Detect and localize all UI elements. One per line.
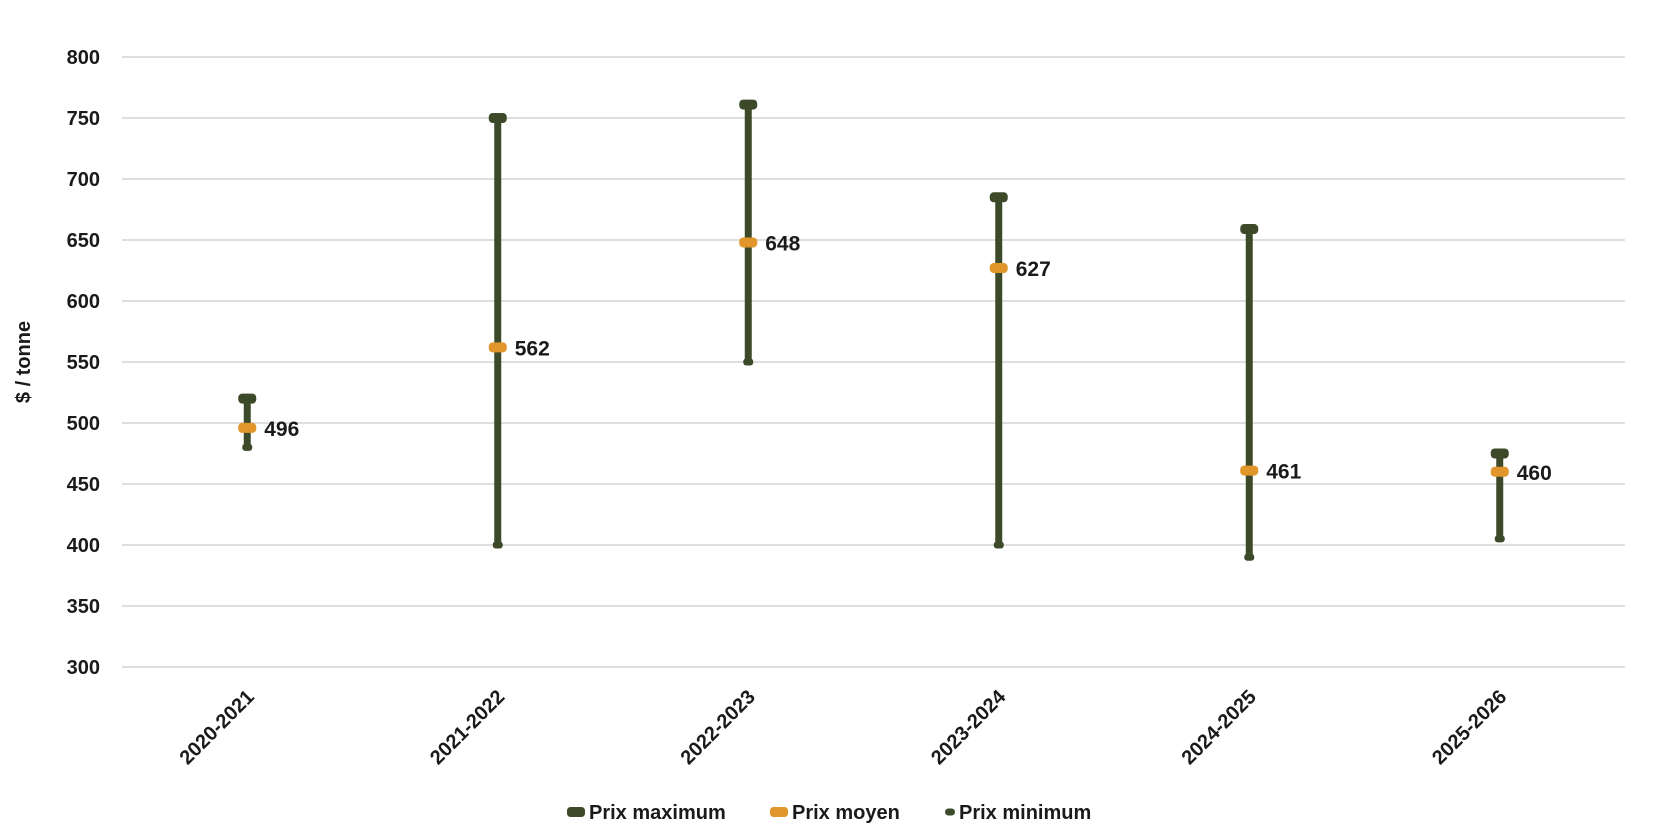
min-marker: [1244, 553, 1255, 561]
legend-label: Prix moyen: [792, 802, 900, 824]
mean-marker: [488, 342, 507, 353]
legend: Prix maximum Prix moyen Prix minimum: [567, 802, 1091, 824]
min-marker: [1494, 535, 1505, 543]
max-marker: [488, 113, 507, 123]
x-tick-label: 2025-2026: [1428, 686, 1511, 769]
data-labels: 496 562 648 627 461 460: [264, 232, 1552, 484]
y-axis-label: $ / tonne: [13, 321, 35, 403]
mean-data-label: 461: [1266, 461, 1301, 484]
min-marker: [492, 541, 503, 549]
range-lines: [243, 104, 1504, 558]
y-axis-ticks: 300 350 400 450 500 550 600 650 700 750 800: [67, 47, 100, 679]
mean-data-label: 496: [264, 418, 299, 441]
max-marker: [238, 393, 257, 404]
mean-data-label: 460: [1517, 462, 1552, 485]
legend-label: Prix minimum: [959, 802, 1091, 824]
y-tick-label: 550: [67, 352, 100, 374]
x-tick-label: 2021-2022: [426, 686, 509, 769]
y-tick-label: 700: [67, 169, 100, 191]
max-marker: [1240, 224, 1259, 235]
y-tick-label: 600: [67, 291, 100, 313]
min-marker: [242, 443, 253, 451]
x-tick-label: 2024-2025: [1178, 686, 1261, 769]
mean-marker: [739, 237, 758, 248]
y-tick-label: 650: [67, 230, 100, 252]
min-marker: [743, 358, 754, 366]
max-marker: [1490, 448, 1509, 459]
x-axis-ticks: 2020-2021 2021-2022 2022-2023 2023-2024 2024…: [176, 685, 1512, 769]
x-tick-label: 2023-2024: [927, 685, 1011, 769]
mean-marker: [238, 422, 257, 433]
x-tick-label: 2020-2021: [176, 686, 259, 769]
y-tick-label: 400: [67, 535, 100, 557]
legend-swatch: [770, 807, 788, 817]
y-tick-label: 500: [67, 413, 100, 435]
mean-data-label: 627: [1016, 258, 1051, 281]
markers: [238, 99, 1509, 561]
mean-data-label: 562: [515, 337, 550, 360]
mean-marker: [989, 263, 1008, 274]
mean-marker: [1240, 465, 1259, 476]
x-tick-label: 2022-2023: [677, 686, 760, 769]
y-tick-label: 350: [67, 596, 100, 618]
legend-swatch: [567, 807, 585, 817]
mean-data-label: 648: [765, 232, 800, 255]
legend-swatch: [945, 808, 955, 816]
gridlines: [122, 56, 1625, 668]
min-marker: [993, 541, 1004, 549]
y-tick-label: 300: [67, 657, 100, 679]
y-tick-label: 800: [67, 47, 100, 69]
legend-label: Prix maximum: [589, 802, 726, 824]
max-marker: [989, 192, 1008, 203]
y-tick-label: 750: [67, 108, 100, 130]
max-marker: [739, 99, 758, 110]
y-tick-label: 450: [67, 474, 100, 496]
mean-marker: [1490, 466, 1509, 477]
